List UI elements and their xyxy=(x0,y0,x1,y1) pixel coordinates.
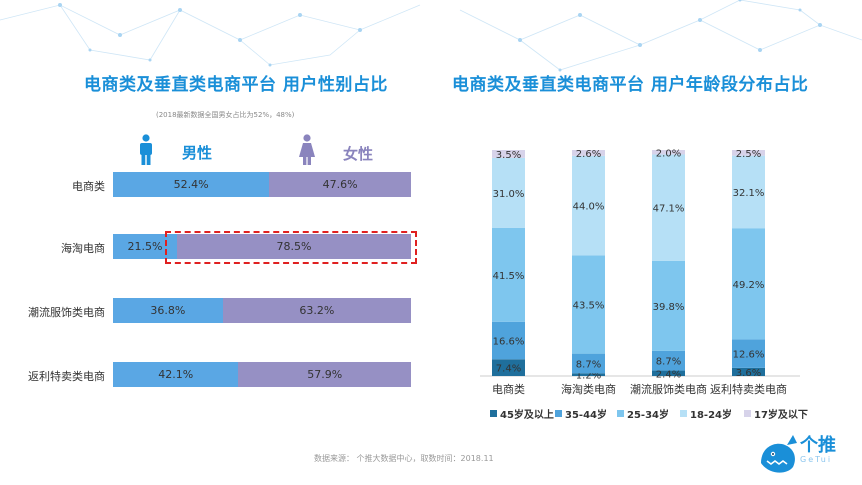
gender-category-label: 返利特卖类电商 xyxy=(28,370,105,383)
age-data-label: 1.2% xyxy=(576,371,601,382)
female-legend-label: 女性 xyxy=(343,145,374,163)
male-segment: 36.8% xyxy=(113,298,223,323)
age-data-label: 47.1% xyxy=(653,204,685,215)
age-data-label: 2.6% xyxy=(576,149,601,160)
legend-label: 35-44岁 xyxy=(565,408,607,421)
age-data-label: 39.8% xyxy=(653,302,685,313)
legend-label: 18-24岁 xyxy=(690,408,732,421)
gender-category-label: 潮流服饰类电商 xyxy=(28,306,105,319)
female-icon xyxy=(299,134,315,165)
gender-category-label: 海淘电商 xyxy=(61,242,105,255)
legend-swatch xyxy=(555,410,562,417)
female-segment: 57.9% xyxy=(238,362,411,387)
age-bar-segment xyxy=(572,255,605,354)
male-segment: 42.1% xyxy=(113,362,239,387)
age-bar-segment xyxy=(492,359,525,376)
age-bar-segment xyxy=(732,150,765,156)
logo-subtitle: GeTui xyxy=(800,455,833,464)
age-bar-segment xyxy=(492,157,525,228)
female-segment: 63.2% xyxy=(222,298,411,323)
gender-bar: 52.4% 47.6% xyxy=(113,172,411,197)
age-bar-segment xyxy=(492,227,525,322)
gender-category-label: 电商类 xyxy=(72,180,105,193)
age-data-label: 44.0% xyxy=(573,202,605,213)
age-bar-segment xyxy=(492,150,525,158)
gender-bar: 36.8% 63.2% xyxy=(113,298,411,323)
age-bar-segment xyxy=(572,353,605,374)
legend-label: 17岁及以下 xyxy=(754,408,808,421)
age-data-label: 41.5% xyxy=(493,271,525,282)
legend-swatch xyxy=(744,410,751,417)
age-data-label: 8.7% xyxy=(576,359,601,370)
age-data-label: 2.5% xyxy=(736,149,761,160)
age-data-label: 43.5% xyxy=(573,300,605,311)
age-data-label: 16.6% xyxy=(493,337,525,348)
age-category-label: 返利特卖类电商 xyxy=(710,382,787,396)
gender-bar: 21.5% 78.5% xyxy=(113,234,411,259)
age-data-label: 31.0% xyxy=(493,189,525,200)
age-data-label: 12.6% xyxy=(733,350,765,361)
age-data-label: 2.4% xyxy=(656,369,681,380)
highlight-box xyxy=(165,231,417,264)
age-data-label: 7.4% xyxy=(496,364,521,375)
age-data-label: 3.5% xyxy=(496,150,521,161)
age-bar-segment xyxy=(652,370,685,376)
legend-label: 45岁及以上 xyxy=(500,408,554,421)
age-chart-title: 电商类及垂直类电商平台 用户年龄段分布占比 xyxy=(452,75,809,95)
age-data-label: 3.6% xyxy=(736,368,761,379)
age-data-label: 32.1% xyxy=(733,188,765,199)
gender-bar: 42.1% 57.9% xyxy=(113,362,411,387)
logo-name: 个推 xyxy=(800,435,836,456)
age-category-label: 潮流服饰类电商 xyxy=(630,382,707,396)
age-bar-segment xyxy=(572,373,605,376)
legend-label: 25-34岁 xyxy=(627,408,669,421)
male-icon xyxy=(140,134,152,165)
age-bar-segment xyxy=(652,150,685,155)
age-data-label: 8.7% xyxy=(656,357,681,368)
age-data-label: 2.0% xyxy=(656,148,681,159)
male-legend-label: 男性 xyxy=(182,144,213,162)
data-source: 数据来源： 个推大数据中心，取数时间：2018.11 xyxy=(314,454,494,463)
legend-swatch xyxy=(617,410,624,417)
age-category-label: 电商类 xyxy=(492,382,525,396)
legend-swatch xyxy=(490,410,497,417)
age-bar-segment xyxy=(492,321,525,360)
age-bar-segment xyxy=(652,350,685,371)
getui-logo-icon xyxy=(761,435,797,473)
legend-swatch xyxy=(680,410,687,417)
male-segment: 52.4% xyxy=(113,172,270,197)
age-category-label: 海淘类电商 xyxy=(561,382,616,396)
gender-chart-title: 电商类及垂直类电商平台 用户性别占比 xyxy=(84,75,388,95)
female-segment: 78.5% xyxy=(177,234,411,259)
age-bar-segment xyxy=(732,339,765,368)
age-bar-segment xyxy=(572,150,605,156)
age-bar-segment xyxy=(732,155,765,229)
age-bar-segment xyxy=(732,367,765,376)
gender-chart-note: (2018最新数据全国男女占比为52%，48%) xyxy=(156,111,295,119)
age-bar-segment xyxy=(732,228,765,340)
age-bar-segment xyxy=(572,155,605,256)
female-segment: 47.6% xyxy=(269,172,411,197)
age-bar-segment xyxy=(652,154,685,261)
age-data-label: 49.2% xyxy=(733,280,765,291)
age-stacked-bar-chart: 7.4%16.6%41.5%31.0%3.5%电商类1.2%8.7%43.5%4… xyxy=(480,148,808,421)
age-bar-segment xyxy=(652,260,685,351)
